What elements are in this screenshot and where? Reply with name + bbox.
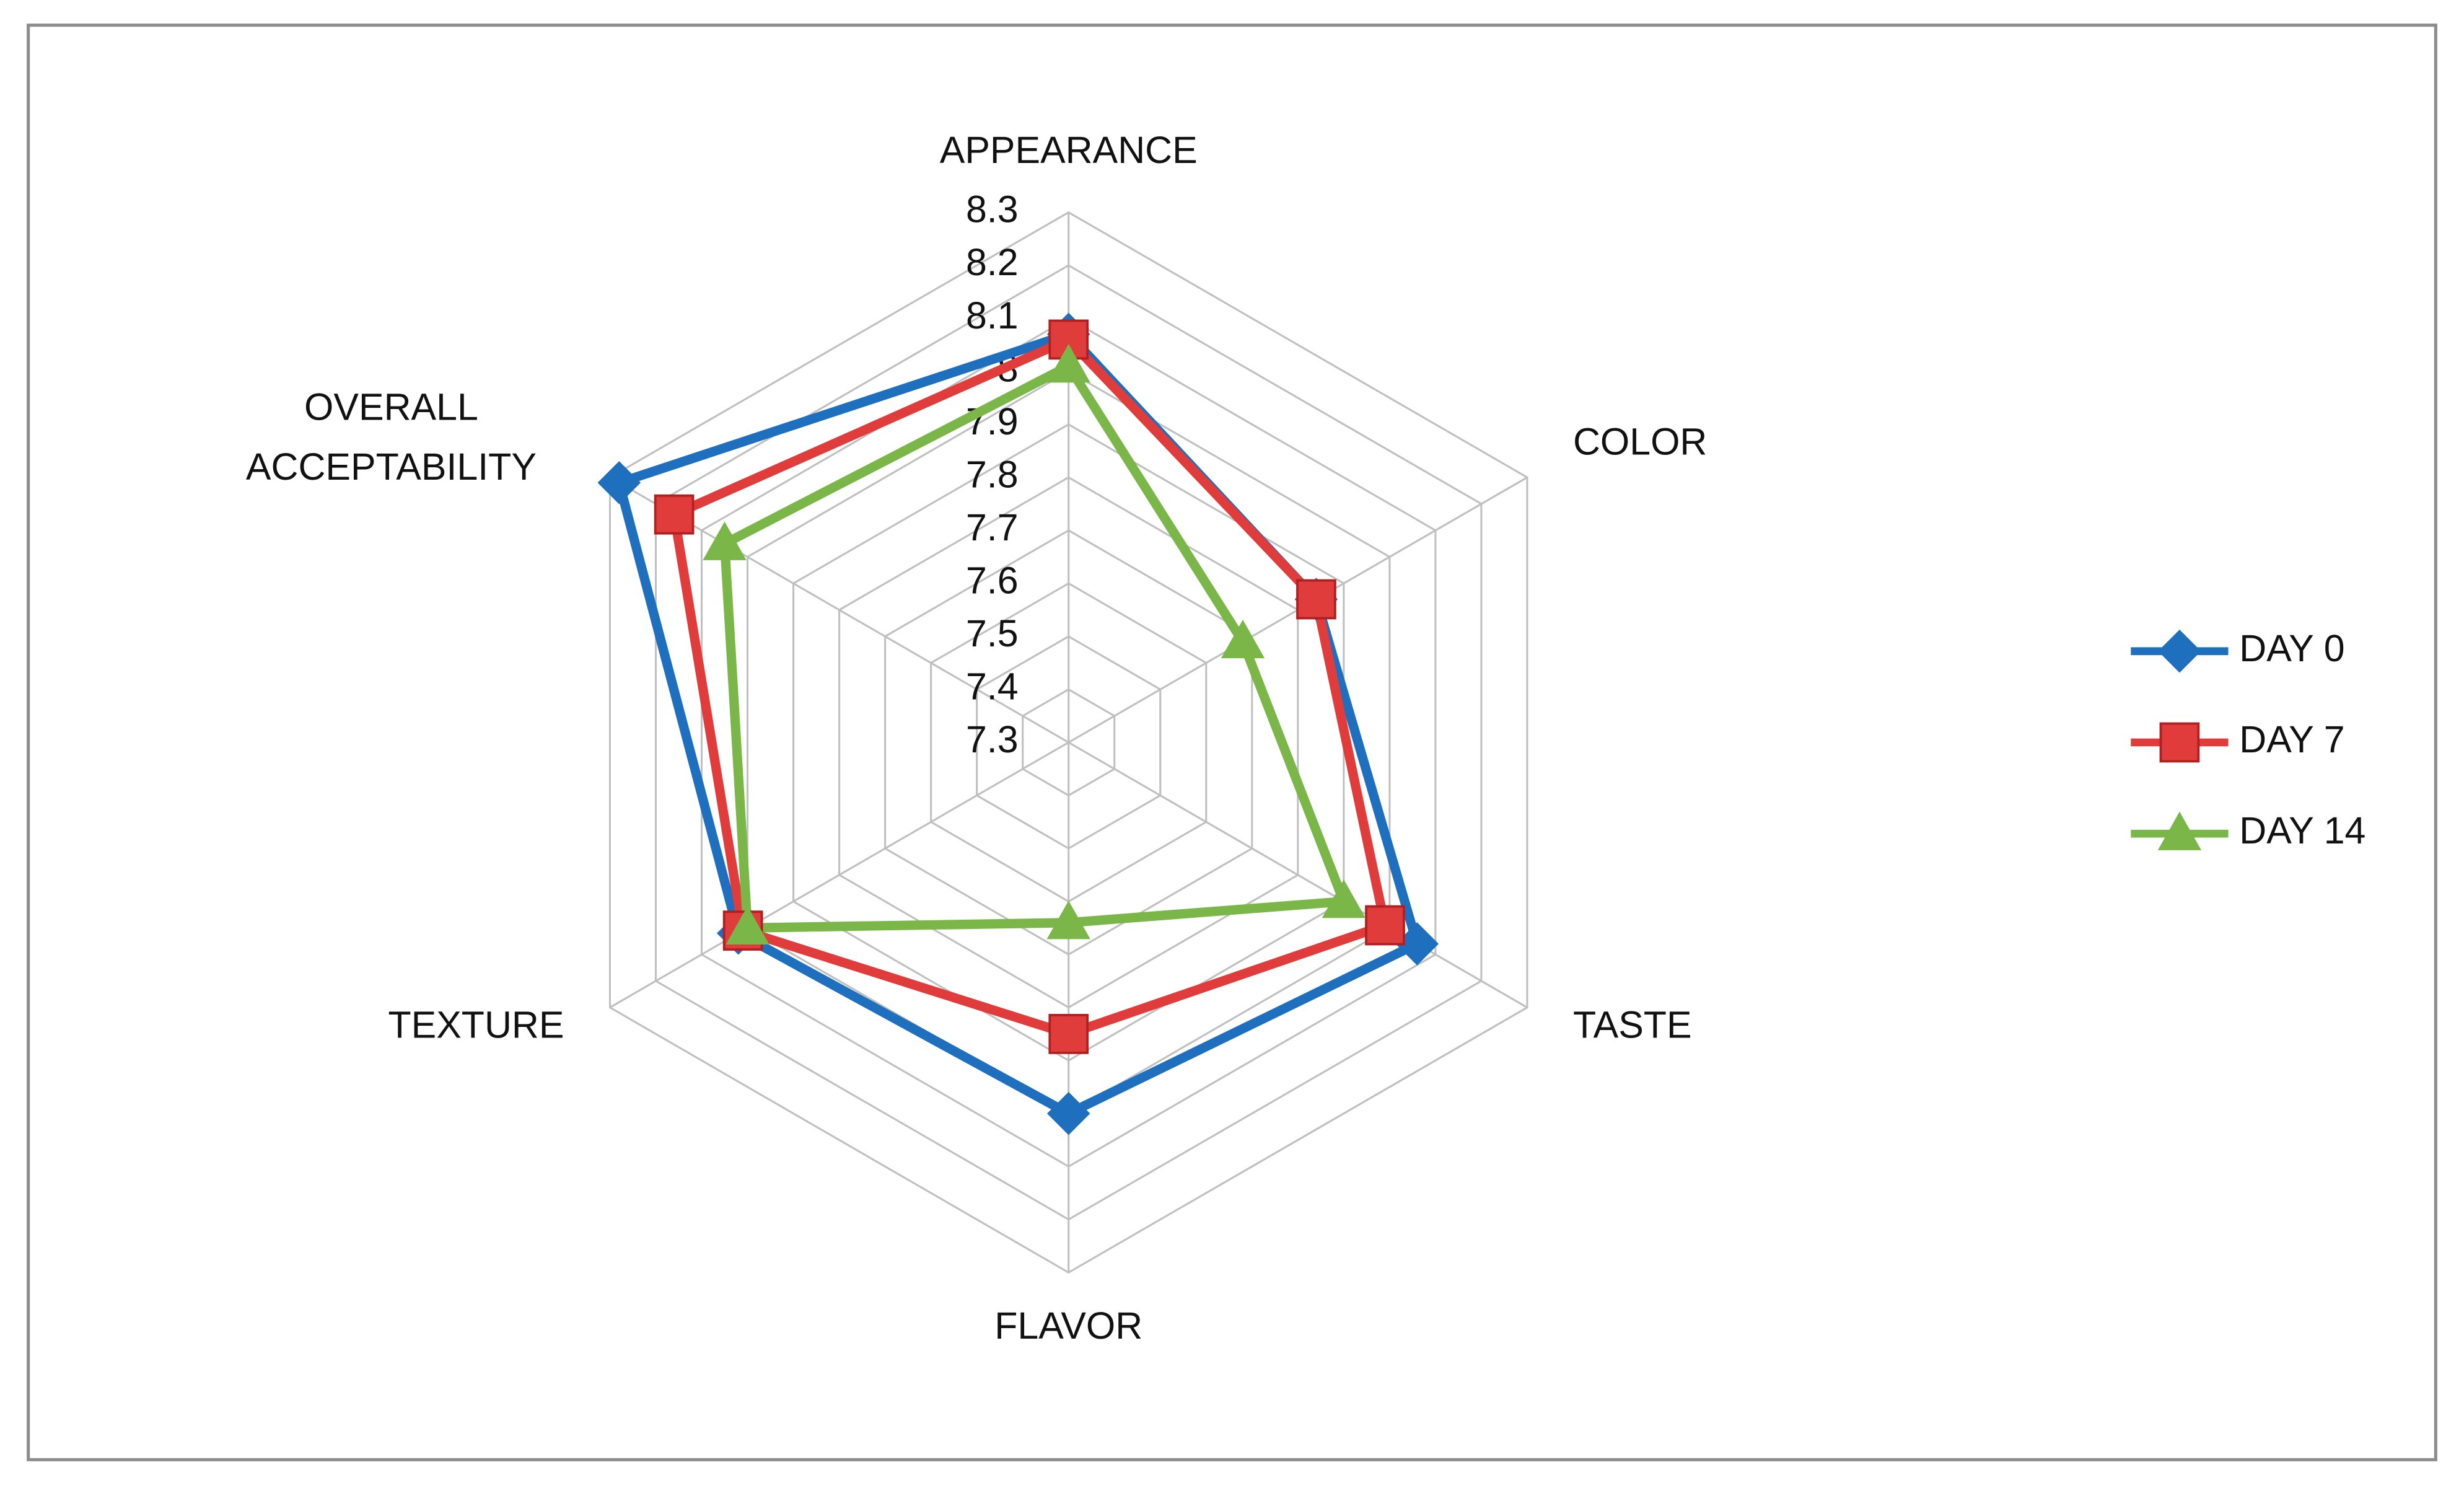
legend-marker [2157,811,2202,850]
data-point [1048,1014,1089,1054]
legend-label: DAY 14 [2239,809,2365,852]
data-point [1046,344,1090,383]
data-point [1046,900,1090,940]
legend-label: DAY 7 [2239,718,2344,760]
data-point [1296,579,1336,620]
category-label: APPEARANCE [940,129,1198,171]
data-point [1221,619,1265,659]
data-point [1322,879,1366,918]
r-tick-label: 7.5 [966,612,1019,654]
category-label: COLOR [1573,420,1707,462]
data-point [597,461,641,504]
r-tick-label: 7.3 [966,718,1019,760]
r-tick-label: 7.6 [966,559,1019,601]
category-label: TASTE [1573,1003,1692,1046]
category-label-box: OVERALL ACCEPTABILITY [245,386,537,489]
data-point [1046,1091,1090,1135]
r-tick-label: 7.8 [966,453,1019,495]
axis-spoke [1068,741,1528,1008]
legend-marker [2158,629,2201,673]
r-tick-label: 8.1 [966,294,1019,337]
r-tick-label: 8.2 [966,241,1019,283]
category-label: FLAVOR [994,1305,1142,1347]
category-label: TEXTURE [388,1003,564,1046]
r-tick-label: 7.4 [966,665,1019,707]
legend-label: DAY 0 [2239,627,2344,669]
r-tick-label: 8.3 [966,188,1019,231]
axis-spoke [609,741,1069,1008]
category-label: OVERALL ACCEPTABILITY [245,386,537,489]
legend-marker [2159,722,2200,763]
data-point [703,521,747,560]
chart-border [27,24,2437,1461]
r-tick-label: 7.7 [966,506,1019,548]
data-point [1365,905,1405,946]
data-point [654,494,695,535]
data-point [726,905,769,944]
